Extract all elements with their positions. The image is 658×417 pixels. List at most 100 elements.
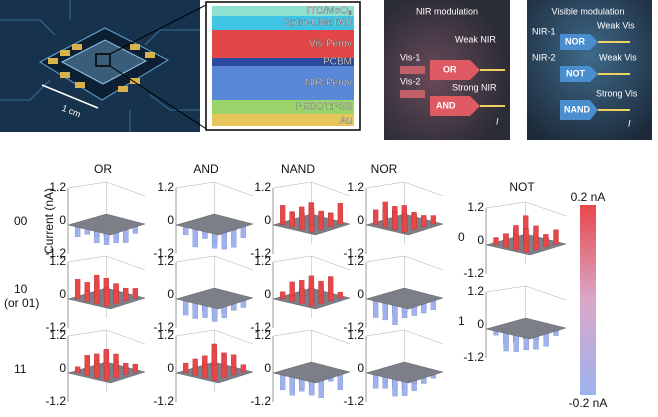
axis-line: [272, 181, 312, 189]
bar: [328, 276, 334, 296]
y-tick-label: 0: [264, 213, 271, 227]
bar: [372, 209, 379, 226]
y-tick-label: 0: [59, 361, 66, 375]
bar: [84, 355, 90, 376]
y-tick-label: 1.2: [157, 254, 174, 268]
bar: [402, 218, 408, 233]
gate-label: OR: [443, 64, 457, 74]
bar: [299, 212, 305, 231]
axis-line: [106, 329, 146, 345]
column-header: OR: [94, 162, 112, 176]
bar: [299, 288, 305, 305]
bar: [382, 209, 388, 228]
y-tick-label: 1.2: [157, 180, 174, 194]
bar: [123, 287, 129, 302]
bar: [192, 227, 198, 248]
axis-line: [67, 181, 107, 189]
row-label: 0: [458, 230, 465, 244]
y-tick-label: 1.2: [467, 200, 484, 214]
colorbar-max: 0.2 nA: [571, 190, 606, 204]
column-header: NOR: [371, 162, 398, 176]
y-tick-label: 1.2: [467, 284, 484, 298]
bar: [392, 303, 398, 325]
bar: [308, 208, 315, 228]
bar: [74, 366, 81, 374]
input-label: Vis-1: [400, 52, 420, 62]
bar: [132, 363, 139, 373]
floor: [485, 317, 567, 340]
axis-line: [485, 201, 526, 209]
bar: [104, 366, 110, 381]
output-label: I: [628, 118, 631, 128]
y-tick-label: 1.2: [49, 254, 66, 268]
y-tick-label: 1.2: [49, 180, 66, 194]
axis-line: [272, 329, 312, 337]
bar: [123, 367, 129, 376]
axis-line: [272, 255, 312, 263]
bar: [289, 375, 295, 396]
bar-plot-3d: 1.2 0 -1.2: [343, 180, 444, 260]
axis-line: [311, 255, 351, 271]
y-tick-label: -1.2: [343, 320, 364, 334]
layer-label: Au: [340, 116, 352, 127]
column-header: NOT: [509, 180, 535, 194]
y-tick-label: 0: [59, 287, 66, 301]
axis-line: [175, 181, 215, 189]
y-tick-label: 0: [264, 361, 271, 375]
axis-line: [404, 329, 444, 345]
bar: [309, 224, 315, 233]
column-header: NAND: [281, 162, 315, 176]
light-label: Strong Vis: [596, 88, 638, 98]
row-label: 00: [14, 214, 28, 228]
bar: [84, 289, 90, 302]
y-tick-label: -1.2: [153, 246, 174, 260]
bar: [503, 331, 509, 352]
bar: [309, 299, 315, 307]
bar-plot-3d: 1.2 0 -1.2: [343, 328, 444, 408]
bar: [94, 282, 100, 305]
bar-plot-3d: 1.2 0 -1.2: [250, 180, 351, 260]
y-tick-label: -1.2: [343, 246, 364, 260]
axis-line: [404, 255, 444, 271]
bar: [337, 291, 344, 299]
bar-plot-3d: 1.2 0 -1.2: [45, 328, 146, 408]
y-tick-label: -1.2: [45, 320, 66, 334]
y-tick-label: -1.2: [45, 246, 66, 260]
bar: [318, 295, 324, 304]
bar: [113, 290, 119, 304]
y-tick-label: 0: [477, 317, 484, 331]
axis-line: [311, 329, 351, 345]
axis-line: [67, 255, 107, 263]
gate-label: NAND: [564, 104, 590, 114]
axis-line: [365, 329, 405, 337]
output-label: I: [496, 116, 499, 126]
bar: [318, 212, 324, 230]
gate-label: NOR: [565, 36, 586, 46]
axis-line: [311, 181, 351, 197]
layer-label: Vis-Perov: [309, 39, 352, 50]
y-tick-label: -1.2: [250, 394, 271, 408]
y-tick-label: -1.2: [463, 350, 484, 364]
bar: [328, 293, 334, 302]
y-tick-label: -1.2: [343, 394, 364, 408]
layer-label: PCBM: [323, 57, 352, 68]
light-label: Weak Vis: [599, 52, 637, 62]
bar: [543, 238, 549, 248]
layer-label: ITO/MoO₃: [307, 6, 352, 17]
y-tick-label: 0: [167, 287, 174, 301]
axis-line: [404, 181, 444, 197]
bar: [113, 367, 119, 378]
axis-line: [106, 255, 146, 271]
floor: [272, 361, 351, 384]
y-tick-label: -1.2: [250, 320, 271, 334]
axis-line: [214, 181, 254, 197]
bar: [279, 291, 286, 300]
y-tick-label: 1.2: [347, 328, 364, 342]
input-label: Vis-2: [400, 76, 420, 86]
layer-stack: [205, 1, 361, 131]
bar: [430, 215, 437, 225]
input-label: NIR-2: [532, 52, 556, 62]
bar-plot-3d: 1.2 0 -1.2: [153, 180, 254, 260]
